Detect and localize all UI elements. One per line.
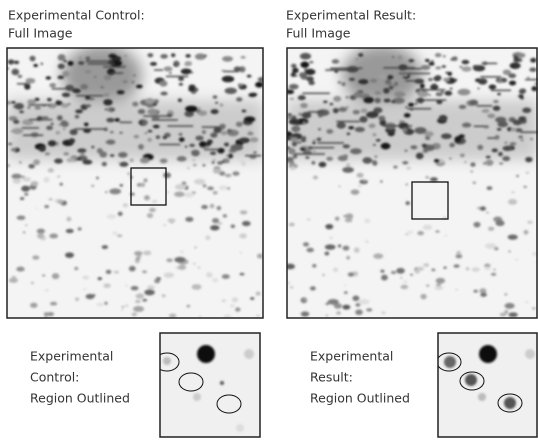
control-inset-label: Experimental Control: Region Outlined [30,349,130,406]
label-line: Experimental [30,349,113,364]
result-inset-label: Experimental Result: Region Outlined [310,349,410,406]
label-line: Result: [310,370,353,385]
control-inset [155,333,260,437]
title-line: Experimental Result: [286,8,416,23]
label-line: Region Outlined [30,391,130,406]
control-gel [4,45,266,319]
result-title: Experimental Result: Full Image [286,8,416,41]
label-line: Experimental [310,349,393,364]
figure: Experimental Control: Full Image Experim… [0,0,538,439]
title-line: Full Image [286,26,351,41]
title-line: Experimental Control: [8,8,145,23]
control-title: Experimental Control: Full Image [8,8,145,41]
result-gel [283,45,538,318]
title-line: Full Image [8,26,73,41]
result-inset [437,333,538,437]
label-line: Control: [30,370,79,385]
label-line: Region Outlined [310,391,410,406]
